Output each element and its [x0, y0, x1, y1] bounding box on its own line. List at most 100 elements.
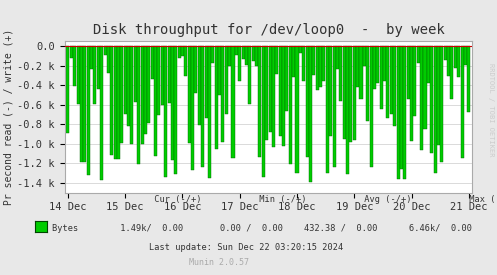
Bar	[309, 46, 312, 182]
Bar	[397, 46, 400, 179]
Bar	[77, 46, 80, 104]
Bar	[235, 46, 238, 55]
Bar	[366, 46, 369, 120]
Bar	[296, 46, 299, 173]
Bar	[147, 46, 150, 123]
Bar	[144, 46, 147, 134]
Bar	[292, 46, 295, 77]
Bar	[272, 46, 275, 147]
Bar	[420, 46, 423, 150]
Bar	[461, 46, 464, 158]
Bar	[457, 46, 460, 77]
Bar	[275, 46, 278, 74]
Bar	[417, 46, 420, 63]
Bar	[211, 46, 214, 63]
Bar	[174, 46, 177, 174]
Bar	[393, 46, 396, 127]
Bar	[289, 46, 292, 164]
Bar	[329, 46, 332, 136]
Bar	[67, 46, 70, 133]
Bar	[97, 46, 100, 89]
Bar	[90, 46, 93, 69]
Text: Cur (-/+)           Min (-/+)           Avg (-/+)           Max (-/+): Cur (-/+) Min (-/+) Avg (-/+) Max (-/+)	[65, 195, 497, 204]
Text: RRDTOOL / TOBI OETIKER: RRDTOOL / TOBI OETIKER	[488, 63, 494, 157]
Bar	[164, 46, 167, 177]
Bar	[191, 46, 194, 170]
Bar	[407, 46, 410, 99]
Bar	[103, 46, 106, 55]
Bar	[141, 46, 144, 144]
Bar	[423, 46, 426, 129]
Bar	[356, 46, 359, 87]
Bar	[414, 46, 416, 116]
Bar	[242, 46, 245, 59]
Bar	[167, 46, 170, 103]
Bar	[86, 46, 89, 175]
Bar	[137, 46, 140, 164]
Bar	[353, 46, 356, 140]
Bar	[184, 46, 187, 76]
Bar	[154, 46, 157, 156]
Bar	[194, 46, 197, 93]
Bar	[370, 46, 373, 167]
Bar	[437, 46, 440, 145]
Bar	[238, 46, 241, 81]
Text: Last update: Sun Dec 22 03:20:15 2024: Last update: Sun Dec 22 03:20:15 2024	[149, 243, 343, 252]
Bar	[251, 46, 255, 61]
Bar	[83, 46, 86, 162]
Bar	[342, 46, 346, 139]
Bar	[403, 46, 407, 178]
Bar	[205, 46, 208, 117]
Bar	[248, 46, 251, 104]
Bar	[349, 46, 352, 142]
Bar	[306, 46, 309, 156]
Bar	[339, 46, 342, 101]
Bar	[127, 46, 130, 126]
Bar	[447, 46, 450, 76]
Bar	[400, 46, 403, 169]
Bar	[177, 46, 180, 58]
Bar	[225, 46, 228, 114]
Bar	[467, 46, 470, 112]
Bar	[255, 46, 258, 66]
Bar	[265, 46, 268, 140]
Bar	[158, 46, 161, 115]
Bar	[326, 46, 329, 173]
Bar	[380, 46, 383, 109]
Bar	[285, 46, 288, 111]
Bar	[262, 46, 265, 177]
Bar	[387, 46, 390, 118]
Title: Disk throughput for /dev/loop0  -  by week: Disk throughput for /dev/loop0 - by week	[92, 23, 444, 37]
Bar	[218, 46, 221, 95]
Bar	[359, 46, 362, 99]
Bar	[383, 46, 386, 81]
Bar	[70, 46, 73, 57]
Bar	[208, 46, 211, 178]
Bar	[215, 46, 218, 149]
Bar	[373, 46, 376, 89]
Bar	[299, 46, 302, 53]
Bar	[130, 46, 134, 144]
Bar	[440, 46, 443, 161]
Bar	[198, 46, 201, 125]
Bar	[201, 46, 204, 167]
Bar	[302, 46, 305, 81]
Bar	[319, 46, 322, 87]
Bar	[390, 46, 393, 114]
Bar	[93, 46, 96, 104]
Bar	[100, 46, 103, 180]
Bar	[258, 46, 261, 157]
Bar	[454, 46, 457, 68]
Bar	[134, 46, 137, 102]
Bar	[161, 46, 164, 105]
Bar	[346, 46, 349, 174]
Bar	[282, 46, 285, 146]
Bar	[427, 46, 430, 83]
Bar	[410, 46, 413, 141]
Bar	[450, 46, 453, 99]
Text: Munin 2.0.57: Munin 2.0.57	[189, 258, 248, 267]
Bar	[221, 46, 225, 142]
Bar	[433, 46, 437, 173]
Bar	[151, 46, 154, 79]
Bar	[316, 46, 319, 90]
